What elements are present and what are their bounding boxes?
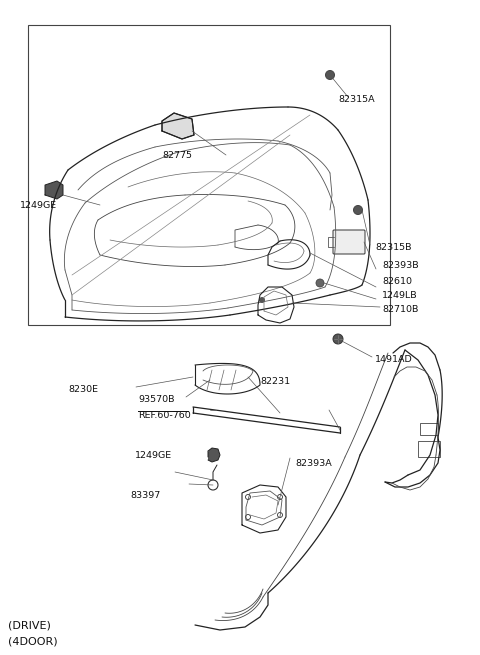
Text: 1249LB: 1249LB xyxy=(382,291,418,299)
Text: 1249GE: 1249GE xyxy=(20,200,57,210)
Text: REF.60-760: REF.60-760 xyxy=(138,411,191,419)
Text: 82393A: 82393A xyxy=(295,458,332,468)
Circle shape xyxy=(259,297,265,303)
Text: (4DOOR): (4DOOR) xyxy=(8,637,58,647)
Text: 82231: 82231 xyxy=(260,377,290,386)
Circle shape xyxy=(333,334,343,344)
Text: 82710B: 82710B xyxy=(382,305,419,314)
Polygon shape xyxy=(45,181,63,199)
Text: 8230E: 8230E xyxy=(68,386,98,394)
Bar xyxy=(418,441,440,457)
Polygon shape xyxy=(208,448,220,462)
Text: 82610: 82610 xyxy=(382,276,412,286)
Polygon shape xyxy=(162,113,194,139)
Circle shape xyxy=(325,71,335,79)
Text: 1249GE: 1249GE xyxy=(135,451,172,460)
Bar xyxy=(28,25,390,325)
Bar xyxy=(420,423,438,435)
Text: 82775: 82775 xyxy=(162,151,192,160)
Circle shape xyxy=(353,206,362,214)
Text: 82315A: 82315A xyxy=(338,94,374,103)
Circle shape xyxy=(316,279,324,287)
Text: 83397: 83397 xyxy=(130,491,160,500)
Text: 82393B: 82393B xyxy=(382,261,419,269)
Text: 93570B: 93570B xyxy=(138,394,175,403)
FancyBboxPatch shape xyxy=(333,230,365,254)
Text: (DRIVE): (DRIVE) xyxy=(8,620,51,630)
Text: 82315B: 82315B xyxy=(375,242,411,252)
Text: 1491AD: 1491AD xyxy=(375,356,413,364)
